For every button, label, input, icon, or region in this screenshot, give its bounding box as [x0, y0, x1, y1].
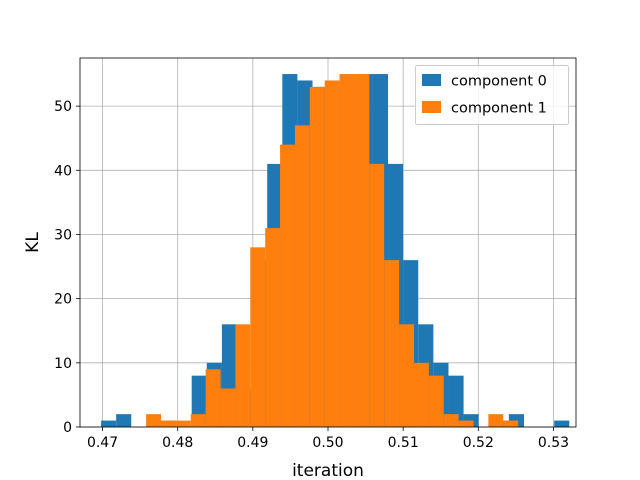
histogram-bar	[220, 388, 236, 427]
y-ticks: 0 10 20 30 40 50	[54, 99, 80, 436]
y-tick-label: 20	[54, 292, 72, 308]
bars	[101, 74, 570, 428]
y-tick-label: 0	[63, 420, 72, 436]
x-tick-label: 0.52	[463, 435, 494, 451]
series-component-1	[146, 74, 519, 428]
histogram-bar	[294, 125, 310, 428]
histogram-bar	[443, 414, 459, 427]
y-tick-label: 50	[54, 99, 72, 115]
histogram-bar	[488, 414, 504, 427]
histogram-bar	[503, 420, 519, 427]
x-ticks: 0.47 0.48 0.49 0.50 0.51 0.52 0.53	[87, 427, 569, 451]
legend-swatch-component-0	[422, 74, 441, 86]
histogram-bar	[235, 324, 251, 427]
histogram-bar	[458, 420, 474, 427]
histogram-bar	[309, 86, 325, 427]
x-tick-label: 0.53	[538, 435, 569, 451]
x-tick-label: 0.47	[87, 435, 118, 451]
y-tick-label: 40	[54, 163, 72, 179]
y-tick-label: 10	[54, 356, 72, 372]
histogram-bar	[190, 414, 206, 427]
legend-label-component-0: component 0	[451, 74, 547, 90]
histogram-bar	[101, 420, 117, 427]
histogram-bar	[354, 74, 370, 427]
histogram-bar	[369, 163, 385, 427]
histogram-bar	[116, 414, 132, 427]
x-tick-label: 0.48	[162, 435, 193, 451]
histogram-bar	[265, 228, 281, 427]
histogram-bar	[161, 420, 176, 427]
x-tick-label: 0.51	[388, 435, 419, 451]
histogram-bar	[250, 247, 266, 427]
histogram-bar	[384, 260, 400, 427]
x-tick-label: 0.50	[312, 435, 343, 451]
histogram-bar	[413, 362, 429, 427]
x-axis-title: iteration	[292, 461, 364, 480]
legend-label-component-1: component 1	[451, 101, 547, 117]
y-axis-title: KL	[23, 232, 43, 253]
histogram-bar	[339, 74, 355, 427]
legend: component 0 component 1	[415, 65, 569, 125]
histogram-bar	[205, 369, 221, 427]
histogram-bar	[554, 420, 570, 427]
histogram-bar	[146, 414, 162, 427]
histogram-bar	[324, 80, 340, 427]
histogram-bar	[280, 144, 295, 428]
histogram-bar	[399, 324, 414, 427]
histogram-bar	[175, 420, 191, 427]
legend-box	[415, 65, 569, 125]
x-tick-label: 0.49	[237, 435, 268, 451]
legend-swatch-component-1	[422, 101, 441, 113]
y-tick-label: 30	[54, 227, 72, 243]
histogram-bar	[428, 375, 444, 427]
